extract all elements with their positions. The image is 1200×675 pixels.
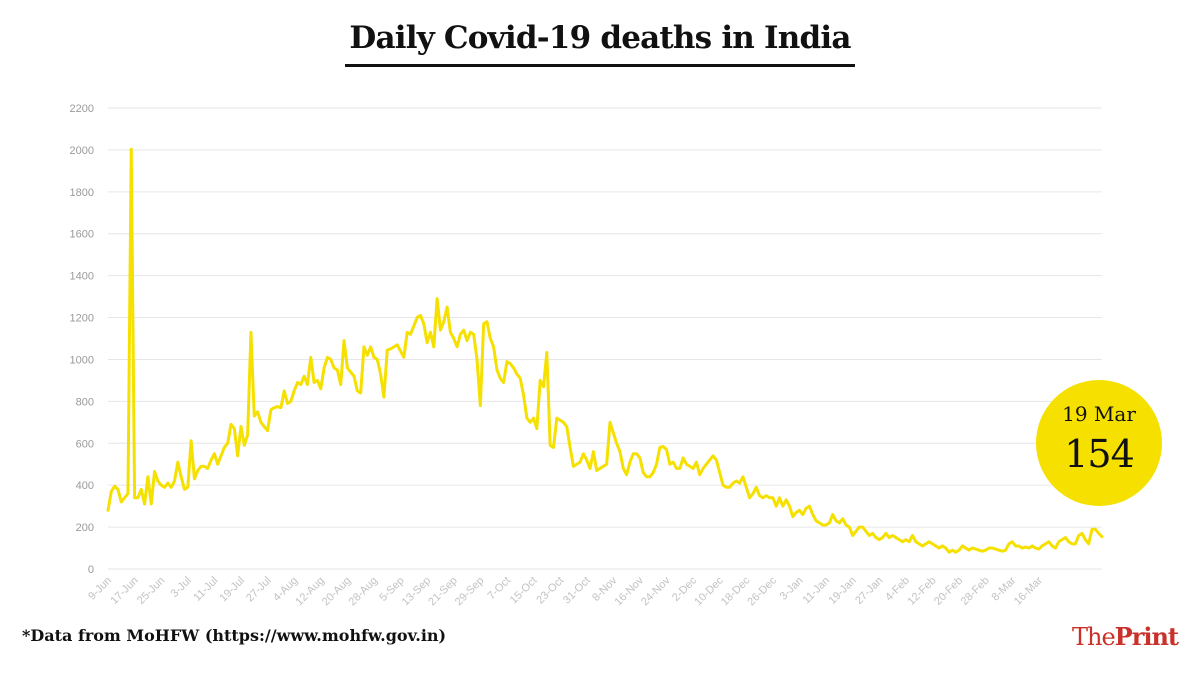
x-tick-label: 15-Oct (508, 575, 540, 607)
series-line-daily-deaths (106, 147, 1104, 554)
y-tick-label: 1200 (70, 313, 94, 325)
x-tick-label: 21-Sep (426, 575, 460, 609)
x-tick-label: 11-Jul (191, 575, 220, 604)
brand-logo-part1: The (1071, 623, 1116, 651)
x-tick-label: 12-Feb (905, 575, 938, 608)
y-tick-label: 2200 (70, 103, 94, 115)
y-axis: 0 200 400 600 800 1000 1200 1400 1600 1800 2000 220… (70, 103, 94, 576)
y-tick-label: 2000 (70, 145, 94, 157)
x-tick-label: 27-Jul (244, 575, 274, 605)
x-tick-label: 24-Nov (639, 574, 673, 608)
x-tick-label: 26-Dec (745, 574, 779, 608)
y-tick-label: 0 (88, 564, 94, 576)
x-tick-label: 28-Feb (959, 575, 992, 608)
y-tick-label: 1800 (70, 187, 94, 199)
chart-title-block: Daily Covid-19 deaths in India (0, 20, 1200, 67)
brand-logo-part2: Print (1114, 622, 1179, 651)
y-tick-label: 1000 (70, 354, 94, 366)
x-tick-label: 13-Sep (400, 575, 434, 609)
x-tick-label: 20-Aug (320, 575, 354, 609)
x-tick-label: 29-Sep (453, 575, 487, 609)
chart-title: Daily Covid-19 deaths in India (345, 20, 855, 67)
x-tick-label: 19-Jan (827, 575, 859, 607)
x-tick-label: 27-Jan (853, 575, 885, 607)
x-tick-label: 31-Oct (561, 575, 593, 607)
x-tick-label: 12-Aug (293, 575, 327, 609)
y-tick-label: 1400 (70, 271, 94, 283)
y-tick-label: 800 (76, 396, 94, 408)
y-tick-label: 1600 (70, 229, 94, 241)
gridlines (108, 107, 1102, 570)
callout-value: 154 (1064, 432, 1135, 476)
x-tick-label: 17-Jun (108, 575, 140, 607)
x-tick-label: 3-Jul (169, 575, 194, 600)
x-tick-label: 20-Feb (932, 575, 965, 608)
data-source-note: *Data from MoHFW (https://www.mohfw.gov.… (22, 626, 447, 645)
x-tick-label: 25-Jun (135, 575, 167, 607)
brand-logo: ThePrint (1071, 622, 1179, 651)
latest-value-callout: 19 Mar 154 (1036, 380, 1162, 506)
series-layer (106, 147, 1104, 554)
y-tick-label: 200 (76, 522, 94, 534)
y-tick-label: 400 (76, 480, 94, 492)
x-tick-label: 28-Aug (346, 575, 380, 609)
callout-date: 19 Mar (1062, 402, 1136, 426)
x-tick-label: 19-Jul (217, 575, 247, 605)
x-tick-label: 23-Oct (534, 575, 566, 607)
y-tick-label: 600 (76, 438, 94, 450)
x-tick-label: 11-Jan (800, 575, 832, 607)
x-tick-label: 16-Mar (1012, 574, 1045, 607)
